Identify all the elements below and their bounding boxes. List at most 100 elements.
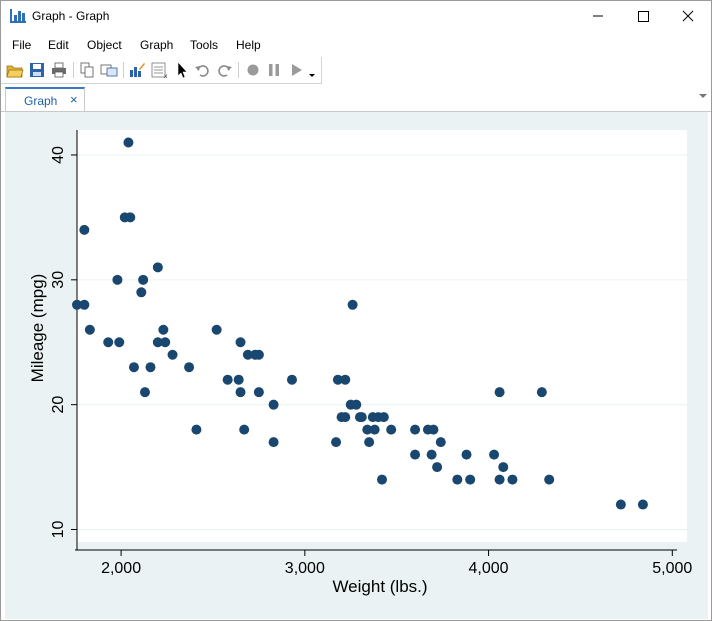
- data-point: [494, 387, 505, 398]
- data-point: [158, 324, 169, 335]
- data-point: [507, 474, 518, 485]
- scatter-plot: 10 20 30 40 2,000 3,000 4,000 5,000 Weight (lbs.…: [28, 130, 692, 596]
- data-point: [152, 337, 163, 348]
- data-point: [364, 437, 375, 448]
- data-point: [386, 424, 397, 435]
- graph-area: 10 20 30 40 2,000 3,000 4,000 5,000 Weight (lbs.…: [5, 112, 708, 619]
- data-point: [233, 374, 244, 385]
- data-point: [125, 212, 136, 223]
- data-point: [494, 474, 505, 485]
- data-point: [340, 374, 351, 385]
- data-point: [356, 412, 367, 423]
- data-point: [410, 449, 421, 460]
- close-button[interactable]: [665, 1, 711, 31]
- copy-graph-icon[interactable]: [100, 61, 118, 79]
- data-point: [378, 412, 389, 423]
- tab-close-icon[interactable]: ×: [70, 92, 78, 107]
- redo-icon[interactable]: [215, 61, 233, 79]
- data-point: [536, 387, 547, 398]
- data-point: [235, 387, 246, 398]
- data-point: [138, 274, 149, 285]
- data-point: [347, 299, 358, 310]
- data-point: [332, 374, 343, 385]
- data-point: [452, 474, 463, 485]
- dropdown-icon[interactable]: [306, 61, 318, 79]
- y-tick-label: 10: [50, 521, 67, 539]
- toolbar-separator: [73, 62, 74, 78]
- data-point: [72, 299, 82, 310]
- menu-edit[interactable]: Edit: [48, 38, 69, 52]
- data-point: [222, 374, 233, 385]
- tab-graph[interactable]: Graph ×: [5, 87, 85, 111]
- play-icon[interactable]: [287, 61, 305, 79]
- data-point: [114, 337, 125, 348]
- data-point: [191, 424, 202, 435]
- chevron-down-icon[interactable]: [698, 91, 708, 101]
- menu-bar: File Edit Object Graph Tools Help: [1, 35, 711, 55]
- data-point: [112, 274, 123, 285]
- menu-graph[interactable]: Graph: [140, 38, 174, 52]
- data-point: [253, 387, 264, 398]
- y-tick-label: 20: [50, 396, 67, 414]
- data-point: [103, 337, 114, 348]
- data-point: [362, 424, 373, 435]
- tab-label: Graph: [24, 94, 58, 108]
- data-point: [253, 349, 264, 360]
- data-point: [489, 449, 500, 460]
- menu-object[interactable]: Object: [87, 38, 122, 52]
- open-icon[interactable]: [6, 61, 24, 79]
- data-point: [498, 462, 509, 473]
- data-point: [79, 299, 90, 310]
- data-point: [461, 449, 472, 460]
- x-tick-label: 5,000: [652, 560, 692, 577]
- data-point: [465, 474, 476, 485]
- data-editor-icon[interactable]: x: [150, 61, 168, 79]
- y-tick-label: 40: [50, 146, 67, 164]
- menu-help[interactable]: Help: [236, 38, 261, 52]
- x-tick-label: 2,000: [101, 560, 141, 577]
- undo-icon[interactable]: [194, 61, 212, 79]
- plot-region: [77, 130, 687, 542]
- data-point: [145, 362, 156, 373]
- data-point: [84, 324, 95, 335]
- print-icon[interactable]: [50, 61, 68, 79]
- data-point: [544, 474, 555, 485]
- pointer-icon: [177, 61, 188, 79]
- data-point: [637, 499, 648, 510]
- data-point: [128, 362, 139, 373]
- x-tick-label: 3,000: [285, 560, 325, 577]
- data-point: [184, 362, 195, 373]
- save-icon[interactable]: [28, 61, 46, 79]
- data-point: [340, 412, 351, 423]
- data-point: [123, 137, 134, 148]
- data-point: [286, 374, 297, 385]
- svg-text:x: x: [164, 73, 168, 79]
- copy-icon[interactable]: [78, 61, 96, 79]
- data-point: [351, 399, 362, 410]
- data-point: [410, 424, 421, 435]
- data-point: [152, 262, 163, 273]
- x-axis-title: Weight (lbs.): [332, 577, 427, 596]
- data-point: [136, 287, 147, 298]
- menu-tools[interactable]: Tools: [190, 38, 219, 52]
- data-point: [377, 474, 387, 485]
- data-point: [432, 462, 443, 473]
- y-tick-label: 30: [50, 271, 67, 289]
- graph-editor-icon[interactable]: [128, 61, 146, 79]
- data-point: [139, 387, 150, 398]
- data-point: [235, 337, 246, 348]
- y-axis-title: Mileage (mpg): [28, 274, 47, 383]
- menu-file[interactable]: File: [12, 38, 32, 52]
- data-point: [242, 349, 253, 360]
- data-point: [167, 349, 178, 360]
- minimize-button[interactable]: [575, 1, 621, 31]
- data-point: [268, 437, 279, 448]
- data-point: [239, 424, 250, 435]
- tab-strip: Graph ×: [1, 85, 711, 112]
- maximize-button[interactable]: [620, 1, 666, 31]
- data-point: [426, 449, 437, 460]
- pause-icon[interactable]: [265, 61, 283, 79]
- window-title: Graph - Graph: [32, 9, 110, 23]
- record-icon[interactable]: [244, 61, 262, 79]
